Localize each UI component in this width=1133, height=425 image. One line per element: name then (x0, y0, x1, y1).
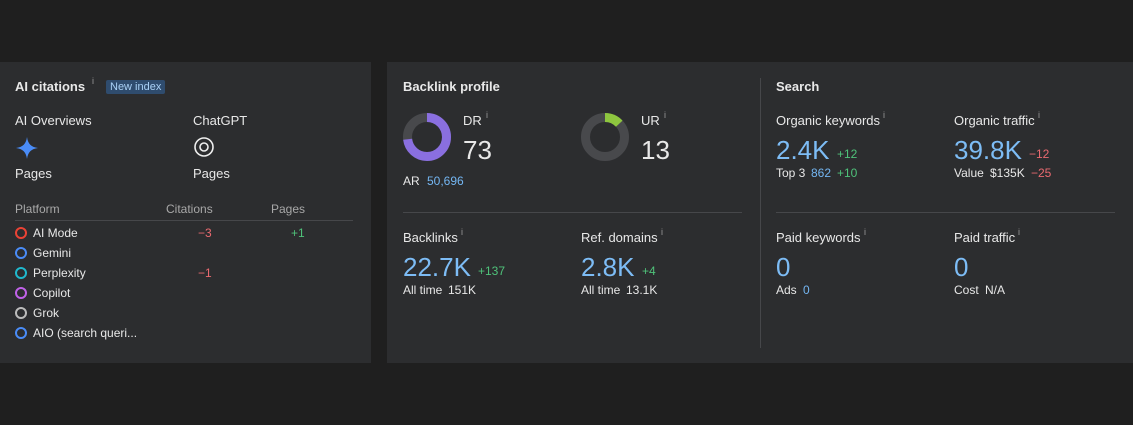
platform-icon (15, 327, 27, 339)
platform-name: Copilot (33, 286, 71, 300)
donut-arc (581, 113, 629, 161)
divider (760, 78, 761, 348)
table-header: Platform (15, 202, 60, 216)
metric-label: Paid keywords (776, 230, 861, 245)
sub-change: −25 (1031, 166, 1052, 180)
info-icon[interactable]: i (461, 227, 463, 237)
platform-icon (15, 287, 27, 299)
metric-value[interactable]: 0 (776, 252, 791, 282)
metric-change: +4 (642, 264, 656, 278)
metric-value[interactable]: 22.7K (403, 252, 471, 282)
metric-value[interactable]: 39.8K (954, 135, 1022, 165)
source-name: AI Overviews (15, 113, 92, 128)
platform-name: Gemini (33, 246, 72, 260)
source-label: Pages (15, 166, 52, 181)
citations-change: −3 (198, 226, 212, 240)
metric-value: 13 (641, 135, 670, 165)
pages-change: +1 (291, 226, 305, 240)
metric-label: DR (463, 113, 482, 128)
badge: New index (106, 80, 166, 94)
donut-arc (403, 113, 451, 161)
sub-label: Cost (954, 283, 979, 297)
info-icon[interactable]: i (486, 110, 488, 120)
metric-label: Ref. domains (581, 230, 658, 245)
info-icon[interactable]: i (92, 76, 94, 86)
metric-value[interactable]: 2.4K (776, 135, 830, 165)
sub-label: Value (954, 166, 984, 180)
source-label: Pages (193, 166, 230, 181)
metric-label: Backlinks (403, 230, 458, 245)
divider (403, 212, 742, 213)
table-header: Pages (271, 202, 306, 216)
sub-value: 13.1K (626, 283, 658, 297)
metric-change: −12 (1029, 147, 1050, 161)
info-icon[interactable]: i (661, 227, 663, 237)
divider (15, 220, 353, 221)
platform-name: Grok (33, 306, 60, 320)
sub-value: N/A (985, 283, 1006, 297)
table-header: Citations (166, 202, 213, 216)
platform-name: AIO (search queri... (33, 326, 138, 340)
sub-value: 151K (448, 283, 477, 297)
platform-icon (15, 267, 27, 279)
metric-value[interactable]: 2.8K (581, 252, 635, 282)
info-icon[interactable]: i (864, 227, 866, 237)
sub-label: All time (581, 283, 621, 297)
info-icon[interactable]: i (1038, 110, 1040, 120)
icon (194, 137, 214, 157)
sub-value: 862 (811, 166, 832, 180)
panel-title: AI citations (15, 79, 86, 94)
info-icon[interactable]: i (1018, 227, 1020, 237)
citations-change: −1 (198, 266, 212, 280)
info-icon[interactable]: i (664, 110, 666, 120)
platform-name: Perplexity (33, 266, 86, 280)
sub-value[interactable]: 50,696 (427, 174, 464, 188)
platform-icon (15, 247, 27, 259)
metric-label: Organic traffic (954, 113, 1035, 128)
platform-icon (15, 307, 27, 319)
metric-change: +137 (478, 264, 506, 278)
panel-title: Search (776, 79, 820, 94)
source-name: ChatGPT (193, 113, 248, 128)
platform-name: AI Mode (33, 226, 78, 240)
sub-value: 0 (803, 283, 810, 297)
metric-change: +12 (837, 147, 858, 161)
metric-label: UR (641, 113, 660, 128)
ai-citations-panel (0, 62, 371, 363)
metric-value[interactable]: 0 (954, 252, 969, 282)
sub-value: $135K (990, 166, 1025, 180)
icon (16, 137, 38, 159)
sub-label: Ads (776, 283, 797, 297)
sub-label: Top 3 (776, 166, 806, 180)
info-icon[interactable]: i (883, 110, 885, 120)
sub-label: AR (403, 174, 420, 188)
panel-title: Backlink profile (403, 79, 500, 94)
metric-value: 73 (463, 135, 492, 165)
metric-label: Paid traffic (954, 230, 1016, 245)
sub-change: +10 (837, 166, 858, 180)
divider (776, 212, 1115, 213)
platform-icon (15, 227, 27, 239)
metric-label: Organic keywords (776, 113, 881, 128)
sub-label: All time (403, 283, 443, 297)
